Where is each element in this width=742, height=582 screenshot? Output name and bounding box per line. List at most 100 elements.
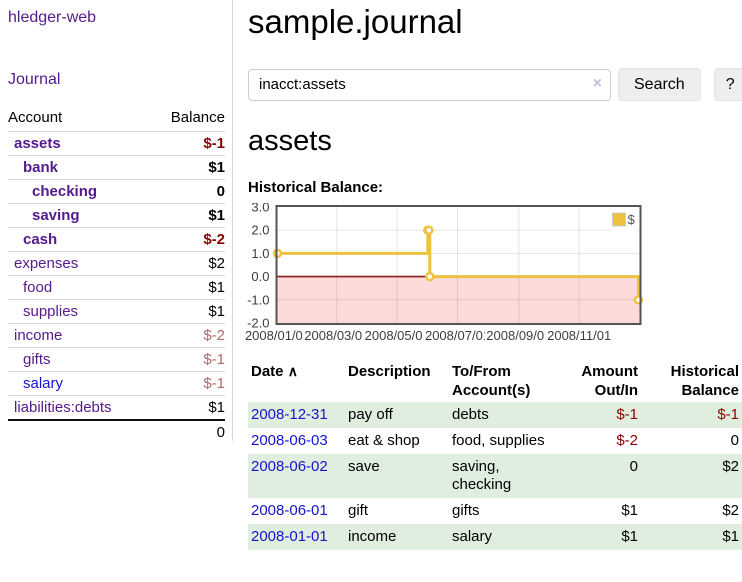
sidebar-account-link[interactable]: food	[23, 279, 53, 296]
transaction-date-link[interactable]: 2008-12-31	[251, 406, 328, 423]
sidebar-account-link[interactable]: liabilities:debts	[14, 399, 112, 416]
svg-text:2008/09/01: 2008/09/01	[486, 328, 551, 343]
transaction-date-link[interactable]: 2008-01-01	[251, 528, 328, 545]
transaction-date-link[interactable]: 2008-06-01	[251, 502, 328, 519]
historical-balance-chart: $3.0 2.0 1.0 0.0 -1.0 -2.0 2008/01/01 2008/03/0…	[243, 200, 740, 347]
help-button[interactable]: ?	[713, 68, 742, 101]
sidebar-account-balance: $-1	[150, 131, 225, 156]
account-row: saving $1	[8, 203, 225, 228]
search-row: × Search ?	[248, 68, 742, 101]
sidebar-account-balance: $-2	[150, 323, 225, 348]
account-row: food $1	[8, 275, 225, 300]
transaction-accounts: food, supplies	[452, 432, 545, 449]
clear-search-icon[interactable]: ×	[592, 74, 602, 92]
account-heading: assets	[248, 125, 332, 157]
app-title-link[interactable]: hledger-web	[8, 9, 97, 26]
svg-text:3.0: 3.0	[251, 203, 269, 215]
transaction-amount: $-2	[616, 432, 638, 449]
account-row: bank $1	[8, 155, 225, 180]
account-row: salary $-1	[8, 371, 225, 396]
transaction-balance: $-1	[717, 406, 739, 423]
account-row: income $-2	[8, 323, 225, 348]
account-row: expenses $2	[8, 251, 225, 276]
sidebar-account-link[interactable]: supplies	[23, 303, 79, 320]
sidebar-account-balance: $-1	[150, 371, 225, 396]
sidebar-account-link[interactable]: cash	[23, 231, 58, 248]
sidebar-account-balance: $1	[150, 203, 225, 228]
register-table: Date ∧ Description To/From Account(s) Am…	[248, 360, 742, 550]
sidebar-account-balance: $1	[150, 275, 225, 300]
svg-text:-2.0: -2.0	[247, 316, 269, 331]
sidebar-account-link[interactable]: checking	[32, 183, 98, 200]
svg-text:2.0: 2.0	[251, 223, 269, 238]
register-header-date[interactable]: Date ∧	[251, 363, 298, 380]
search-button[interactable]: Search	[618, 68, 701, 101]
transaction-description: save	[348, 458, 380, 475]
transaction-amount: $-1	[616, 406, 638, 423]
page-title: sample.journal	[248, 3, 463, 40]
transaction-amount: $1	[621, 502, 638, 519]
register-header-accounts: To/From Account(s)	[452, 363, 531, 399]
transaction-accounts: gifts	[452, 502, 480, 519]
accounts-header-balance: Balance	[170, 109, 225, 126]
accounts-body: assets $-1 bank $1 checking 0 saving $1 cash $-2 e…	[8, 131, 225, 420]
register-row: 2008-06-02 save saving, checking 0 $2	[248, 454, 742, 498]
sidebar-account-link[interactable]: expenses	[14, 255, 79, 272]
transaction-balance: $2	[722, 458, 739, 475]
svg-text:2008/05/01: 2008/05/01	[365, 328, 430, 343]
register-header-balance: Historical Balance	[670, 363, 739, 399]
sort-asc-icon: ∧	[287, 363, 298, 379]
chart-section-label: Historical Balance:	[248, 179, 384, 196]
svg-text:0.0: 0.0	[251, 269, 269, 284]
sidebar-account-link[interactable]: income	[14, 327, 63, 344]
register-row: 2008-06-01 gift gifts $1 $2	[248, 498, 742, 524]
account-row: supplies $1	[8, 299, 225, 324]
account-row: cash $-2	[8, 227, 225, 252]
search-box: ×	[248, 68, 611, 101]
transaction-accounts: salary	[452, 528, 493, 545]
transaction-description: income	[348, 528, 397, 545]
svg-text:-1.0: -1.0	[247, 292, 269, 307]
balance-chart-svg: $3.0 2.0 1.0 0.0 -1.0 -2.02008/01/012008/03/0…	[243, 200, 644, 343]
transaction-balance: 0	[730, 432, 739, 449]
sidebar-account-link[interactable]: bank	[23, 159, 59, 176]
transaction-balance: $2	[722, 502, 739, 519]
sidebar-account-balance: $1	[150, 299, 225, 324]
accounts-header-account: Account	[8, 109, 63, 126]
account-row: gifts $-1	[8, 347, 225, 372]
search-input[interactable]	[248, 68, 611, 101]
register-row: 2008-01-01 income salary $1 $1	[248, 524, 742, 550]
sidebar-account-balance: 0	[150, 179, 225, 204]
transaction-amount: $1	[621, 528, 638, 545]
page: hledger-web Journal Account Balance asse…	[0, 0, 742, 550]
transaction-date-link[interactable]: 2008-06-02	[251, 458, 328, 475]
svg-text:$: $	[628, 212, 636, 227]
sidebar-account-balance: $1	[150, 395, 225, 420]
transaction-amount: 0	[629, 458, 638, 475]
sidebar-account-balance: $-2	[150, 227, 225, 252]
register-row: 2008-12-31 pay off debts $-1 $-1	[248, 402, 742, 428]
sidebar-account-link[interactable]: gifts	[23, 351, 51, 368]
account-row: assets $-1	[8, 131, 225, 156]
transaction-description: eat & shop	[348, 432, 420, 449]
sidebar-account-link[interactable]: salary	[23, 375, 64, 392]
sidebar-account-link[interactable]: assets	[14, 135, 61, 152]
transaction-accounts: debts	[452, 406, 489, 423]
accounts-table: Account Balance assets $-1 bank $1 checking 0…	[8, 106, 225, 444]
register-body: 2008-12-31 pay off debts $-1 $-1 2008-06-03 ea…	[248, 402, 742, 550]
sidebar-account-balance: $1	[150, 155, 225, 180]
transaction-description: pay off	[348, 406, 393, 423]
sidebar: hledger-web Journal Account Balance asse…	[0, 0, 233, 444]
register-header-description: Description	[348, 363, 431, 380]
svg-text:2008/01/01: 2008/01/01	[245, 328, 310, 343]
transaction-balance: $1	[722, 528, 739, 545]
transaction-date-link[interactable]: 2008-06-03	[251, 432, 328, 449]
svg-text:2008/03/01: 2008/03/01	[304, 328, 369, 343]
register-header-amount: Amount Out/In	[581, 363, 638, 399]
sidebar-account-link[interactable]: saving	[32, 207, 80, 224]
svg-text:2008/07/01: 2008/07/01	[425, 328, 490, 343]
transaction-description: gift	[348, 502, 369, 519]
accounts-total-row: 0	[8, 419, 225, 444]
nav-journal-link[interactable]: Journal	[8, 71, 61, 88]
transaction-accounts: saving, checking	[452, 458, 512, 493]
